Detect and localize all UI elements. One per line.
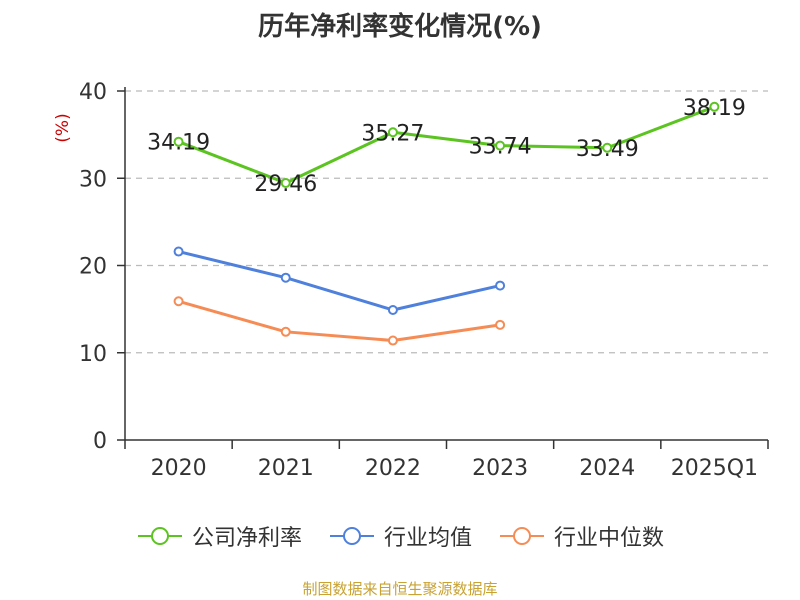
x-tick-label: 2022 xyxy=(365,456,421,481)
grid-lines xyxy=(125,90,768,354)
legend-label: 行业均值 xyxy=(383,526,472,551)
data-label: 29.46 xyxy=(254,172,317,197)
series-line xyxy=(178,250,501,312)
data-point xyxy=(173,296,184,307)
y-tick-label: 10 xyxy=(79,342,107,367)
x-tick-label: 2020 xyxy=(151,456,207,481)
legend-marker-icon xyxy=(500,527,544,545)
x-tick-label: 2024 xyxy=(579,456,635,481)
data-point xyxy=(280,177,291,188)
y-tick-label: 0 xyxy=(93,429,107,454)
data-point xyxy=(495,319,506,330)
data-point xyxy=(280,272,291,283)
data-point xyxy=(280,326,291,337)
data-label: 33.74 xyxy=(469,135,532,160)
legend-marker-icon xyxy=(137,527,182,545)
data-label: 33.49 xyxy=(576,137,639,162)
axes: 0 10 20 30 40 (%) 2020 2021 2022 2023 2024 2025Q1 xyxy=(53,80,769,481)
data-label: 34.19 xyxy=(147,131,210,156)
data-point xyxy=(602,142,613,153)
legend-item-industry-average[interactable]: 行业均值 xyxy=(328,520,472,552)
data-label: 35.27 xyxy=(361,121,424,146)
data-point xyxy=(387,304,398,315)
data-point xyxy=(387,127,398,138)
data-point xyxy=(173,136,184,147)
series-layer xyxy=(173,101,720,346)
data-labels: 34.19 29.46 35.27 33.74 33.49 38.19 xyxy=(147,96,746,197)
data-point xyxy=(709,101,720,112)
y-axis-label: (%) xyxy=(53,113,73,142)
y-tick-label: 40 xyxy=(79,80,107,105)
data-point xyxy=(387,335,398,346)
x-tick-label: 2025Q1 xyxy=(671,456,758,481)
legend-item-industry-median[interactable]: 行业中位数 xyxy=(498,520,664,552)
data-point xyxy=(495,280,506,291)
chart-title: 历年净利率变化情况(%) xyxy=(258,12,542,42)
data-label: 38.19 xyxy=(683,96,746,121)
data-point xyxy=(173,246,184,257)
series-line xyxy=(178,105,715,185)
legend: 公司净利率 行业均值 行业中位数 xyxy=(0,520,800,552)
y-tick-label: 20 xyxy=(79,255,107,280)
legend-marker-icon xyxy=(329,527,374,545)
y-tick-label: 30 xyxy=(79,167,107,192)
legend-label: 公司净利率 xyxy=(191,526,302,551)
series-line xyxy=(178,299,501,343)
x-tick-label: 2021 xyxy=(258,456,314,481)
legend-item-company[interactable]: 公司净利率 xyxy=(136,520,302,552)
x-tick-label: 2023 xyxy=(472,456,528,481)
data-point xyxy=(495,140,506,151)
legend-label: 行业中位数 xyxy=(554,526,665,551)
source-note: 制图数据来自恒生聚源数据库 xyxy=(302,580,498,598)
